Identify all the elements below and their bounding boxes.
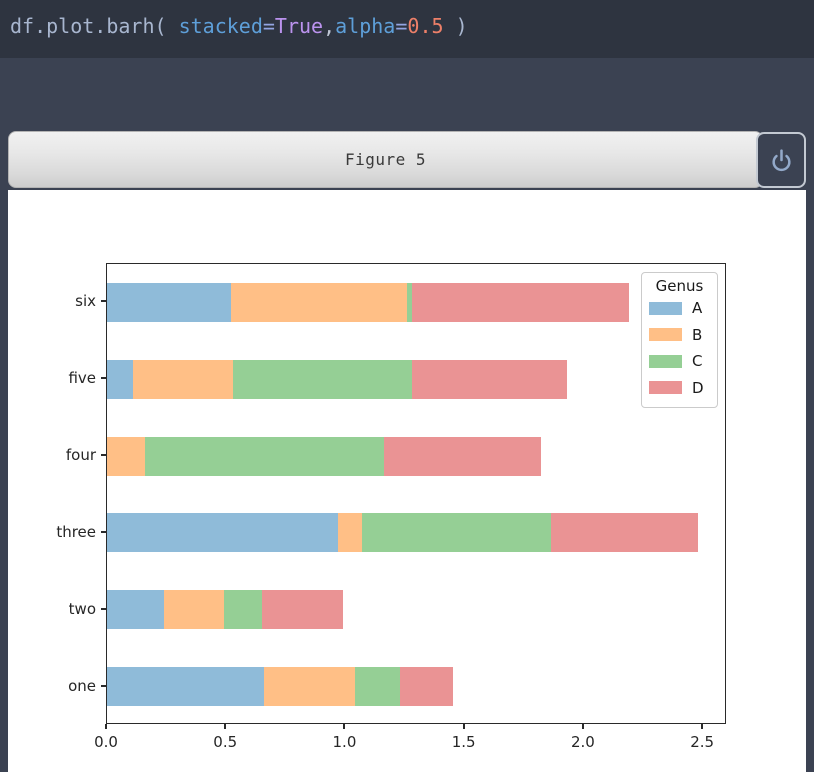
code-token: alpha <box>335 14 396 38</box>
code-token: stacked <box>178 14 263 38</box>
x-tick-label: 1.0 <box>332 733 357 751</box>
bar-segment <box>338 513 363 553</box>
code-token: = <box>395 14 408 38</box>
code-token: True <box>274 14 324 38</box>
legend-title: Genus <box>655 277 704 295</box>
legend-label: C <box>692 352 703 371</box>
figure-titlebar-background[interactable]: Figure 5 <box>8 131 763 188</box>
legend-label: A <box>692 299 703 318</box>
y-tick-mark <box>101 684 106 687</box>
x-tick-mark <box>105 724 107 729</box>
y-tick-label: six <box>75 292 96 311</box>
x-tick-mark <box>462 724 465 729</box>
figure-titlebar[interactable]: Figure 5 <box>8 131 806 189</box>
legend-row: C <box>642 348 717 375</box>
code-token: df.plot.barh( <box>10 14 179 38</box>
y-tick-mark <box>101 454 106 457</box>
plot-area <box>106 263 726 724</box>
figure-title: Figure 5 <box>344 150 427 169</box>
legend-label: B <box>692 325 703 344</box>
bar-segment <box>383 436 541 476</box>
figure-canvas: Genus A B C D six five four three tw <box>8 190 806 772</box>
y-tick-mark <box>101 300 106 303</box>
bar-segment <box>550 513 699 553</box>
code-token: 0.5 <box>407 14 444 38</box>
x-tick-mark <box>224 724 227 729</box>
legend-row: B <box>642 322 717 349</box>
legend: Genus A B C D <box>641 272 718 408</box>
bar-segment <box>362 513 551 553</box>
bar-segment <box>223 590 262 630</box>
bar-segment <box>107 590 165 630</box>
x-tick-label: 0.0 <box>94 733 118 751</box>
legend-row: A <box>642 295 717 322</box>
bar-segment <box>231 282 408 322</box>
y-tick-mark <box>101 530 106 533</box>
x-tick-mark <box>343 724 346 729</box>
y-tick-label: one <box>68 676 96 695</box>
bar-segment <box>133 359 234 399</box>
y-tick-label: four <box>65 446 96 465</box>
bar-segment <box>412 282 630 322</box>
code-token: , <box>323 14 336 38</box>
x-tick-mark <box>701 724 704 729</box>
x-tick-label: 2.5 <box>690 733 715 751</box>
x-tick-label: 0.5 <box>213 733 238 751</box>
legend-label: D <box>692 378 704 397</box>
legend-swatch <box>649 301 682 315</box>
bar-segment <box>407 282 413 322</box>
bar-segment <box>145 436 384 476</box>
bar-segment <box>164 590 224 630</box>
power-icon <box>771 148 792 172</box>
bar-segment <box>262 590 344 630</box>
code-token: ) <box>443 14 468 38</box>
x-tick-label: 2.0 <box>570 733 595 751</box>
bar-segment <box>264 667 355 707</box>
legend-swatch <box>649 381 682 395</box>
y-tick-mark <box>101 607 106 610</box>
figure-window: Figure 5 Genus A <box>8 131 806 772</box>
y-tick-label: three <box>56 522 96 541</box>
power-button[interactable] <box>756 132 806 188</box>
x-tick-label: 1.5 <box>451 733 476 751</box>
y-tick-mark <box>101 377 106 380</box>
bar-segment <box>400 667 453 707</box>
y-tick-label: five <box>68 369 96 388</box>
y-tick-label: two <box>68 599 96 618</box>
bar-segment <box>107 359 134 399</box>
legend-row: D <box>642 375 717 402</box>
bar-segment <box>355 667 401 707</box>
bar-segment <box>107 513 339 553</box>
legend-swatch <box>649 354 682 368</box>
x-tick-mark <box>581 724 584 729</box>
code-token: = <box>262 14 275 38</box>
bar-segment <box>233 359 413 399</box>
legend-swatch <box>649 328 682 342</box>
bar-segment <box>107 436 146 476</box>
bar-segment <box>412 359 568 399</box>
bar-segment <box>107 282 231 322</box>
code-editor-line[interactable]: df.plot.barh( stacked=True,alpha=0.5 ) <box>0 0 814 58</box>
bar-segment <box>107 667 265 707</box>
